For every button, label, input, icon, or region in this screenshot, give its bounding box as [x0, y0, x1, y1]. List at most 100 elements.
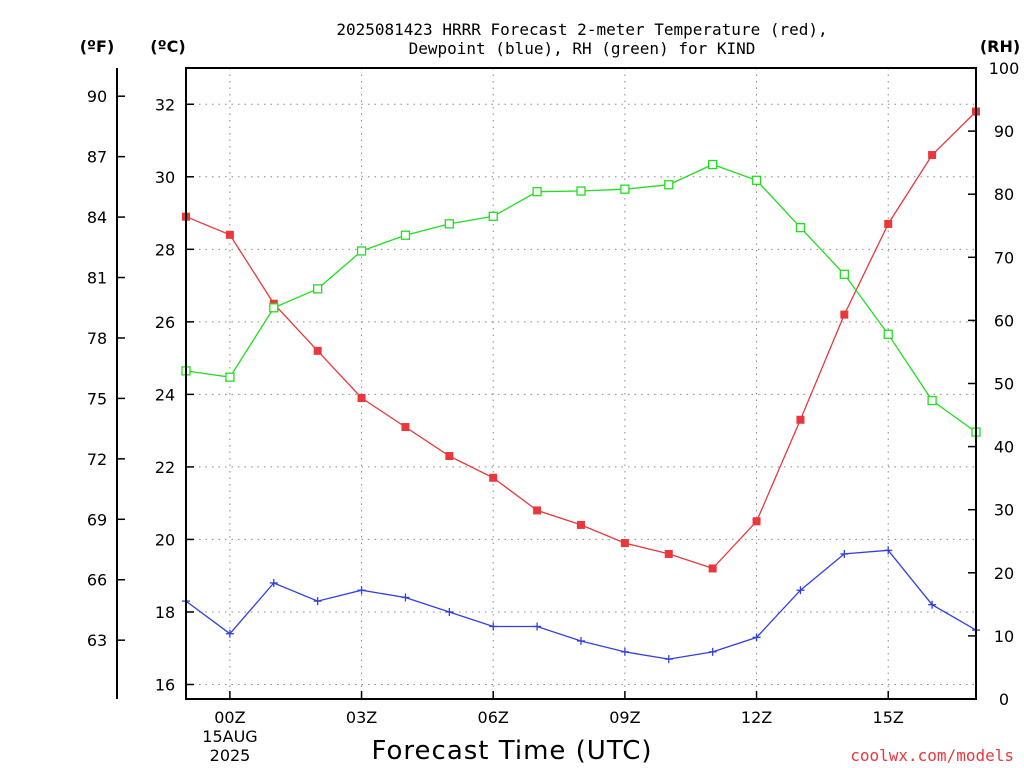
fahrenheit-axis: 63 66 69 72 75 78 81 84 87 90	[87, 68, 125, 699]
rh-tick-label: 90	[994, 122, 1014, 141]
fahrenheit-tick-label: 66	[87, 571, 107, 590]
temperature-point	[313, 346, 322, 355]
celsius-tick-label: 32	[155, 95, 175, 114]
dewpoint-point	[225, 629, 234, 638]
rh-tick-label: 40	[994, 438, 1014, 457]
rh-tick-label: 70	[994, 248, 1014, 267]
temperature-point	[489, 473, 498, 482]
rh-tick-label: 80	[994, 185, 1014, 204]
fahrenheit-unit-label: (ºF)	[80, 37, 115, 56]
dewpoint-point	[620, 647, 629, 656]
rh-point	[795, 222, 806, 233]
temperature-line	[185, 111, 977, 570]
rh-tick-label: 50	[994, 375, 1014, 394]
time-tick-label: 09Z	[609, 708, 640, 727]
time-tick-label: 12Z	[741, 708, 772, 727]
rh-point	[313, 284, 323, 294]
celsius-axis: 16 18 20 22 24 26 28 30 32	[155, 95, 194, 694]
fahrenheit-tick-label: 81	[87, 269, 107, 288]
x-axis-label: Forecast Time (UTC)	[371, 736, 652, 766]
temperature-point	[357, 394, 366, 403]
dewpoint-point	[708, 647, 717, 656]
dewpoint-point	[752, 633, 761, 642]
temperature-point	[928, 151, 937, 160]
time-tick-label: 03Z	[346, 708, 377, 727]
rh-point	[356, 246, 367, 256]
dewpoint-point	[884, 546, 893, 555]
dewpoint-point	[489, 622, 498, 631]
celsius-tick-label: 28	[155, 240, 175, 259]
fahrenheit-tick-label: 63	[87, 631, 107, 650]
rh-tick-label: 30	[994, 501, 1014, 520]
rh-tick-label: 10	[994, 627, 1014, 646]
rh-point	[751, 175, 762, 185]
rh-tick-label: 20	[994, 564, 1014, 583]
chart-title-line-1: 2025081423 HRRR Forecast 2-meter Tempera…	[336, 20, 827, 39]
fahrenheit-tick-label: 75	[87, 389, 107, 408]
rh-point	[664, 180, 674, 190]
temperature-point	[752, 517, 761, 526]
rh-point	[488, 211, 498, 221]
dewpoint-point	[401, 593, 410, 602]
chart-title-line-2: Dewpoint (blue), RH (green) for KIND	[409, 39, 756, 58]
temperature-point	[445, 452, 454, 461]
temperature-point	[796, 415, 805, 424]
celsius-tick-label: 24	[155, 385, 175, 404]
celsius-tick-label: 16	[155, 675, 175, 694]
rh-tick-label: 100	[989, 59, 1020, 78]
temperature-point	[620, 539, 629, 548]
rh-point	[225, 372, 235, 382]
date-line-2: 2025	[210, 746, 251, 765]
dewpoint-point	[577, 636, 585, 645]
rh-point	[620, 184, 630, 194]
dewpoint-point	[269, 578, 278, 587]
celsius-tick-label: 20	[155, 530, 175, 549]
rh-point	[708, 159, 718, 170]
temperature-point	[708, 564, 717, 573]
dewpoint-point	[664, 655, 673, 664]
rh-unit-label: (RH)	[980, 37, 1020, 56]
dewpoint-point	[928, 600, 937, 609]
date-line-1: 15AUG	[202, 727, 257, 746]
temperature-point	[577, 520, 585, 529]
rh-point	[576, 186, 586, 196]
celsius-unit-label: (ºC)	[150, 37, 185, 56]
plot-frame	[185, 67, 977, 700]
credit-label: coolwx.com/models	[850, 746, 1014, 765]
temperature-point	[664, 549, 673, 558]
fahrenheit-tick-label: 84	[87, 208, 107, 227]
rh-point	[400, 230, 411, 240]
rh-point	[927, 395, 937, 406]
fahrenheit-tick-label: 69	[87, 510, 107, 529]
time-tick-label: 15Z	[873, 708, 904, 727]
time-axis: 00Z 03Z 06Z 09Z 12Z 15Z	[214, 691, 904, 727]
temperature-series	[182, 107, 980, 573]
rh-line	[185, 163, 977, 433]
fahrenheit-tick-label: 72	[87, 450, 107, 469]
series-layer	[181, 107, 981, 664]
fahrenheit-tick-label: 90	[87, 87, 107, 106]
dewpoint-point	[445, 607, 454, 616]
dewpoint-series	[182, 546, 980, 664]
celsius-tick-label: 30	[155, 168, 175, 187]
celsius-tick-label: 26	[155, 313, 175, 332]
temperature-point	[225, 230, 234, 239]
celsius-tick-label: 18	[155, 603, 175, 622]
grid-lines	[186, 68, 976, 699]
dewpoint-point	[357, 586, 366, 595]
time-tick-label: 00Z	[214, 708, 245, 727]
celsius-tick-label: 22	[155, 458, 175, 477]
dewpoint-point	[313, 597, 322, 606]
fahrenheit-tick-label: 87	[87, 148, 107, 167]
fahrenheit-tick-label: 78	[87, 329, 107, 348]
dewpoint-point	[796, 586, 805, 595]
rh-point	[883, 329, 893, 339]
time-tick-label: 06Z	[478, 708, 509, 727]
rh-point	[269, 303, 279, 313]
rh-point	[532, 187, 542, 197]
rh-series	[181, 159, 981, 437]
dewpoint-point	[840, 549, 849, 558]
temperature-point	[840, 310, 849, 319]
temperature-point	[884, 219, 893, 228]
